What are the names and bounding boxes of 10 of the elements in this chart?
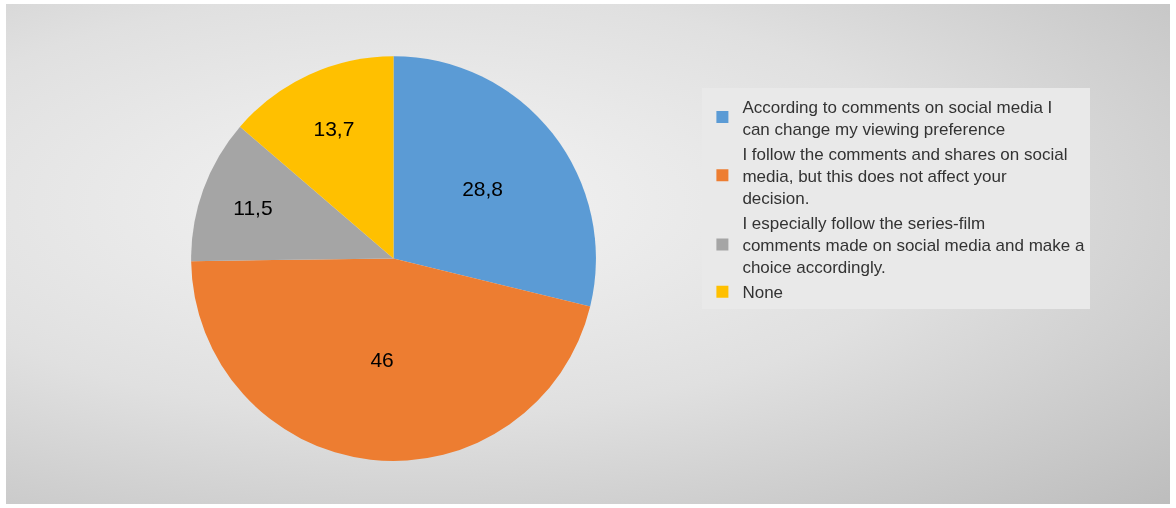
pie-slice bbox=[191, 258, 591, 461]
legend-label: I especially follow the series-film comments made on social media and make a choice accordingly. bbox=[742, 214, 1085, 278]
data-label: 11,5 bbox=[233, 196, 273, 219]
data-label: 46 bbox=[370, 348, 394, 372]
pie-slice bbox=[393, 56, 596, 307]
data-label: 28,8 bbox=[462, 177, 504, 201]
legend-label: According to comments on social media I can change my viewing preference bbox=[742, 97, 1053, 139]
data-label: 13,7 bbox=[313, 117, 355, 141]
legend-label: None bbox=[742, 283, 784, 303]
legend-label: I follow the comments and shares on social media, but this does not affect your decision. bbox=[742, 144, 1068, 208]
